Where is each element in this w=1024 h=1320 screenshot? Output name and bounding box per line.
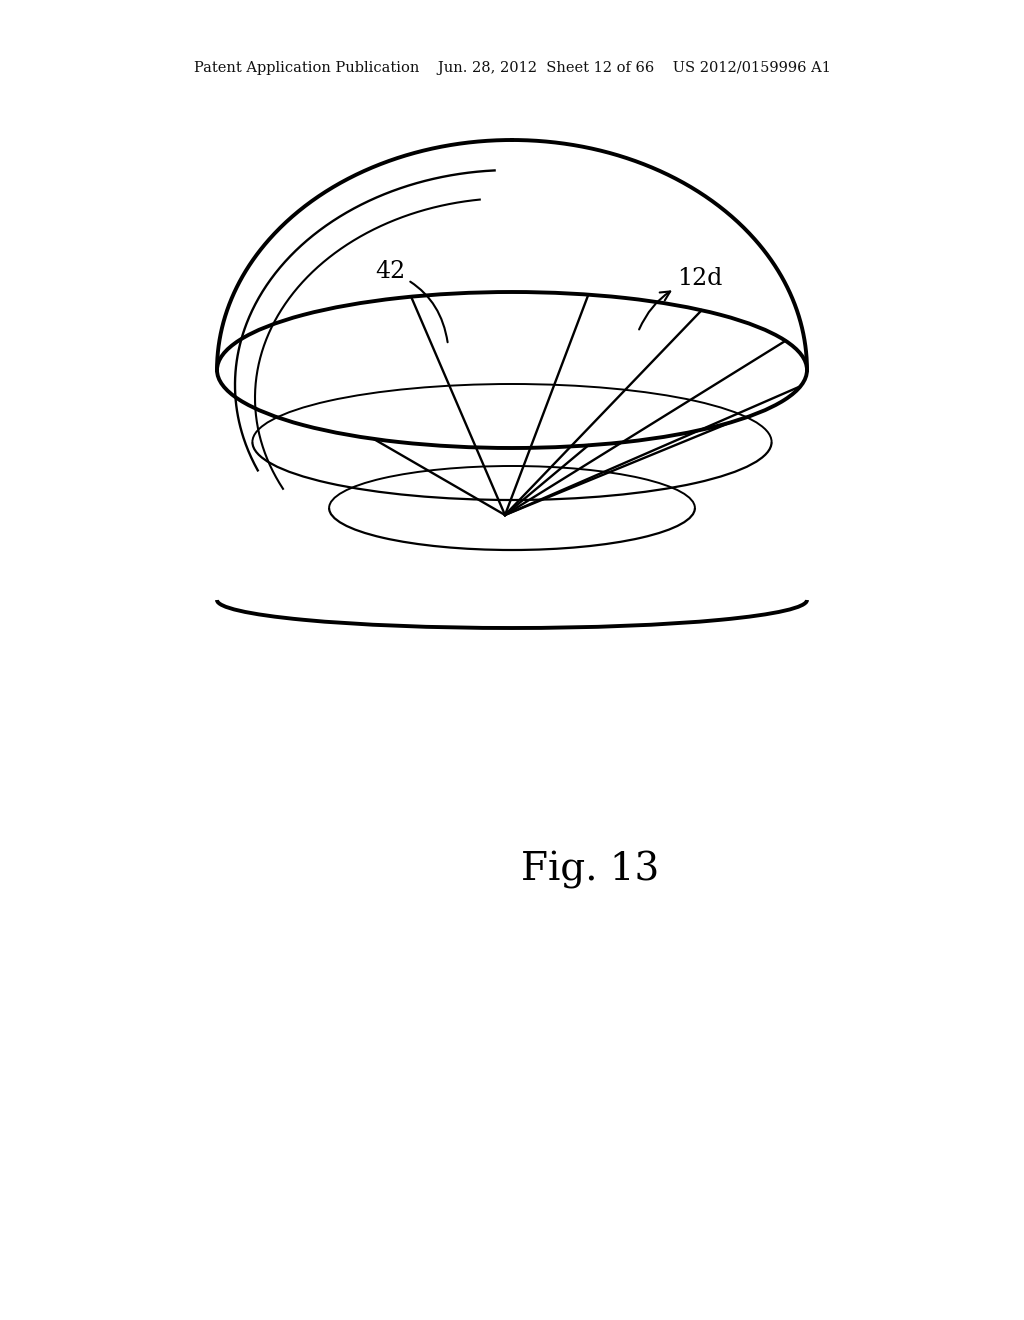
Text: 12d: 12d	[639, 267, 723, 330]
Text: 42: 42	[375, 260, 447, 342]
Text: Fig. 13: Fig. 13	[521, 851, 659, 888]
Text: Patent Application Publication    Jun. 28, 2012  Sheet 12 of 66    US 2012/01599: Patent Application Publication Jun. 28, …	[194, 61, 830, 75]
